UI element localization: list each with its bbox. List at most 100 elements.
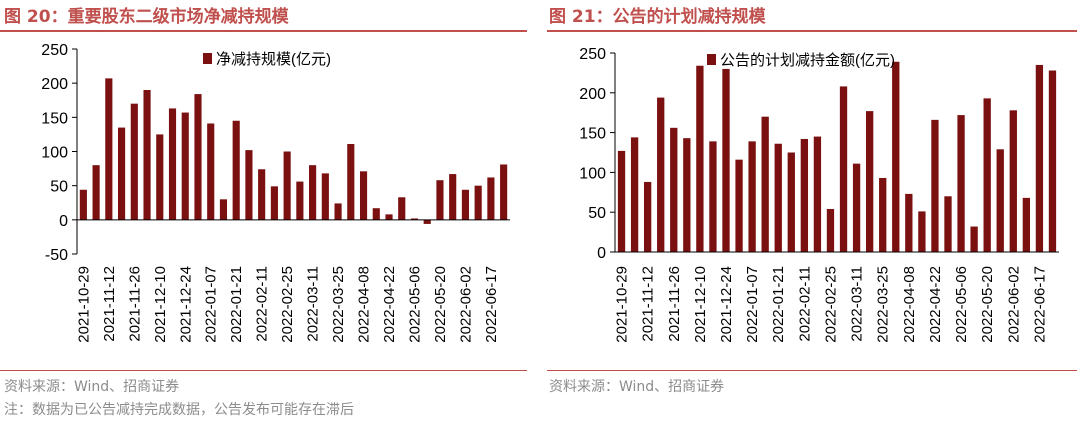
x-tick-label: 2021-12-10 [152, 266, 169, 343]
bar [334, 203, 342, 220]
x-tick-label: 2022-02-25 [822, 266, 839, 343]
right-figure-title: 图 21：公告的计划减持规模 [549, 7, 766, 27]
x-tick-label: 2022-01-07 [744, 266, 761, 343]
x-tick-label: 2022-05-06 [406, 266, 423, 343]
bar [449, 174, 457, 220]
bar [232, 120, 240, 220]
bar [92, 165, 100, 220]
bar [892, 61, 900, 252]
x-tick-label: 2021-11-26 [666, 266, 683, 342]
y-tick-label: 50 [50, 179, 68, 196]
x-tick-label: 2022-04-08 [356, 266, 373, 343]
x-tick-label: 2022-04-22 [927, 266, 944, 343]
bar [800, 138, 809, 252]
x-tick-label: 2021-11-12 [101, 266, 118, 342]
bar [500, 164, 508, 220]
x-tick-label: 2022-03-11 [305, 266, 322, 342]
bar [270, 186, 278, 220]
bar [283, 151, 291, 220]
x-tick-label: 2022-02-25 [279, 266, 296, 343]
x-tick-label: 2022-04-22 [381, 266, 398, 343]
bar [181, 112, 189, 220]
bar [258, 169, 266, 220]
x-tick-label: 2021-10-29 [614, 266, 631, 343]
bar [1009, 110, 1017, 252]
y-tick-label: 0 [59, 213, 68, 230]
right-bar-chart: 0 50 100 150 200 250 2021-10-29 2021-11-12 2021-… [579, 46, 1059, 343]
bar [748, 141, 756, 252]
left-bar-chart: -50 0 50 100 150 200 250 2021-10-29 2021-11-12 20… [41, 42, 510, 343]
bar [79, 189, 87, 220]
right-source-text: 资料来源：Wind、招商证券 [549, 379, 725, 395]
bar [643, 181, 652, 252]
x-tick-label: 2021-10-29 [75, 266, 92, 343]
bar [983, 98, 991, 253]
x-tick-label: 2022-06-02 [1005, 266, 1022, 343]
y-tick-label: 250 [41, 42, 68, 59]
x-tick-label: 2022-06-17 [483, 266, 500, 343]
bar [944, 196, 952, 252]
bar [761, 116, 769, 253]
left-source-rule [0, 370, 527, 371]
left-source-text: 资料来源：Wind、招商证券 [4, 379, 180, 395]
x-tick-label: 2022-02-11 [254, 266, 271, 342]
right-title-rule [547, 30, 1077, 32]
x-tick-label: 2022-02-11 [796, 266, 813, 342]
bar [474, 185, 482, 220]
bar [1048, 70, 1057, 252]
bar [657, 97, 665, 252]
bar [787, 152, 795, 252]
bar [398, 197, 406, 220]
x-tick-label: 2022-05-06 [953, 266, 970, 343]
y-tick-label: 200 [579, 86, 606, 103]
x-tick-label: 2022-06-17 [1031, 266, 1048, 343]
legend-swatch [707, 54, 716, 65]
y-tick-label: 200 [41, 76, 68, 93]
bar [245, 150, 253, 220]
bar [905, 193, 913, 252]
x-tick-label: 2022-05-20 [979, 266, 996, 343]
bar [410, 218, 419, 220]
bar [194, 94, 202, 220]
legend-swatch [203, 53, 212, 64]
x-tick-label: 2022-04-08 [901, 266, 918, 343]
bar [347, 143, 355, 220]
bar [879, 177, 887, 252]
bar [219, 199, 228, 220]
bar [826, 209, 835, 252]
bar [957, 115, 965, 252]
bar [372, 208, 380, 220]
bar [130, 103, 138, 220]
bar [143, 90, 151, 220]
x-tick-label: 2021-12-24 [718, 266, 735, 343]
left-title-rule [0, 30, 527, 32]
bar [683, 138, 691, 252]
bar [207, 123, 215, 220]
bar [423, 219, 431, 224]
bar [852, 163, 861, 252]
bar [670, 127, 678, 252]
bar [321, 173, 329, 220]
y-tick-label: 150 [41, 110, 68, 127]
x-tick-label: 2022-01-07 [203, 266, 220, 343]
y-tick-label: 0 [597, 245, 606, 262]
x-tick-label: 2022-06-02 [457, 266, 474, 343]
x-tick-label: 2021-11-26 [126, 266, 143, 342]
bar [774, 143, 782, 252]
x-tick-label: 2022-01-21 [228, 266, 245, 343]
bar [630, 137, 639, 252]
bar [722, 68, 730, 252]
bar [168, 108, 177, 220]
y-tick-label: 100 [579, 165, 606, 182]
bar [156, 134, 164, 220]
bar [1035, 64, 1044, 252]
legend-label: 公告的计划减持金额(亿元) [720, 52, 895, 69]
x-tick-label: 2022-01-21 [770, 266, 787, 343]
y-tick-label: -50 [45, 247, 68, 264]
x-tick-label: 2022-03-25 [875, 266, 892, 343]
x-tick-label: 2021-11-12 [640, 266, 657, 342]
bar [709, 141, 717, 252]
x-tick-label: 2022-03-25 [330, 266, 347, 343]
bar [735, 159, 743, 252]
y-tick-label: 250 [579, 46, 606, 63]
